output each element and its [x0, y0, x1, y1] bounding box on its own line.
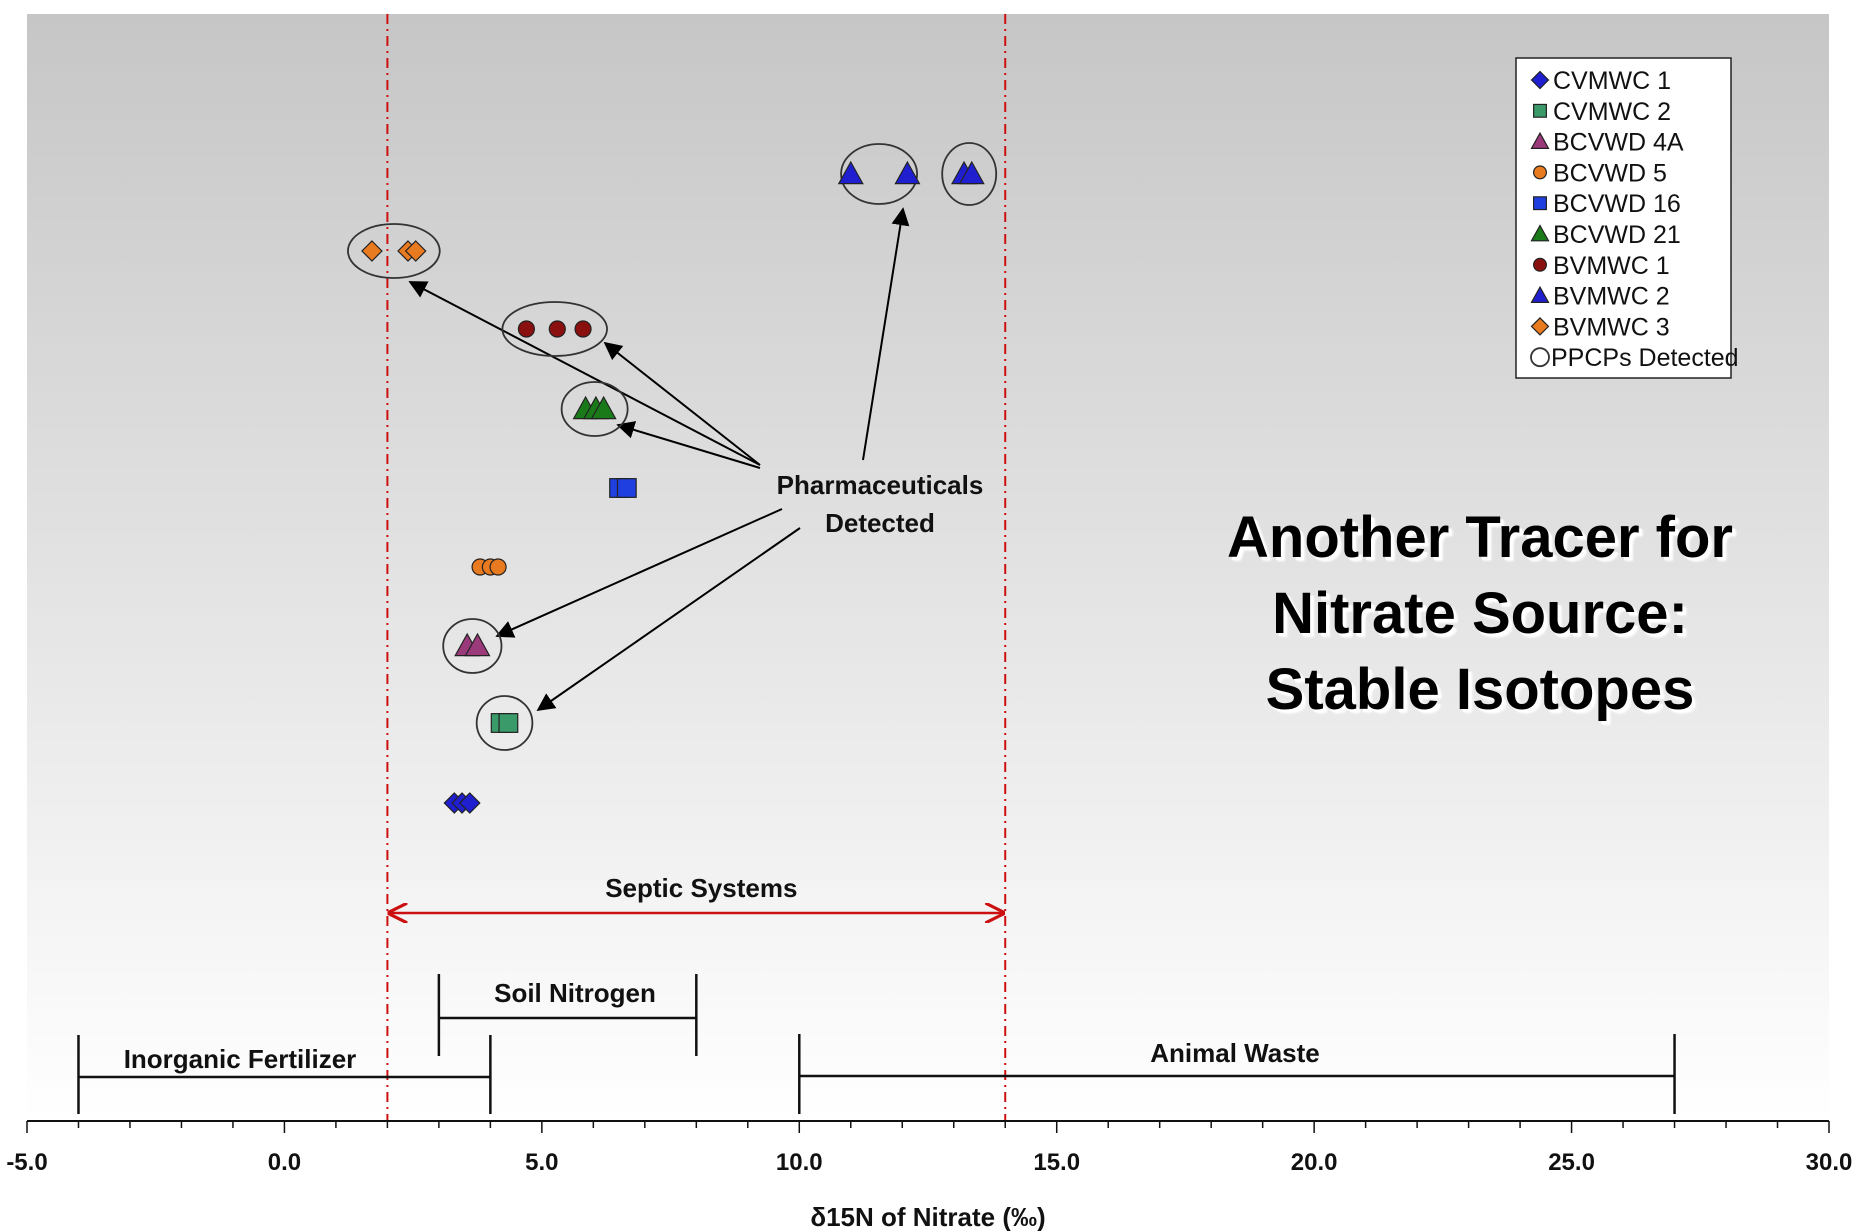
slide-title-line-3: Stable Isotopes	[1265, 657, 1695, 722]
legend-label: BVMWC 3	[1553, 313, 1670, 341]
source-range-4: Animal Waste	[798, 1034, 1676, 1114]
ppcp-circle	[501, 301, 608, 357]
legend-label: BVMWC 1	[1553, 252, 1670, 280]
ppcp-circle	[941, 142, 998, 206]
data-point-bvmwc-1-3	[574, 320, 592, 338]
legend-marker	[1530, 131, 1550, 149]
annotation-arrow-3	[616, 421, 761, 469]
annotation-arrow-6	[536, 527, 801, 712]
legend-marker	[1530, 285, 1550, 303]
data-point-bvmwc-2-4	[958, 160, 985, 185]
x-tick-label: 5.0	[525, 1149, 558, 1176]
legend-item-3: BCVWD 4A	[1530, 129, 1684, 157]
source-range-2: Soil Nitrogen	[437, 974, 698, 1056]
source-range-1: Septic Systems	[389, 873, 1003, 913]
annotation-arrow-5	[495, 508, 783, 638]
range-label-septic: Septic Systems	[605, 873, 797, 903]
data-point-bcvwd-21-3	[590, 395, 617, 420]
legend-item-ppcp: PPCPs Detected	[1530, 344, 1739, 372]
data-point-bcvwd-5-3	[489, 558, 507, 576]
annotation-arrow-4	[862, 207, 910, 461]
x-axis-title: δ15N of Nitrate (‰)	[810, 1202, 1045, 1231]
x-tick-label: 30.0	[1806, 1149, 1853, 1176]
ppcp-circle	[347, 223, 441, 279]
data-point-cvmwc-1-3	[458, 792, 481, 814]
source-ranges: Septic Systems Soil Nitrogen Inorganic Fer…	[77, 873, 1676, 1114]
x-tick-label: -5.0	[6, 1149, 47, 1176]
x-tick-label: 20.0	[1291, 1149, 1338, 1176]
legend-label: BCVWD 4A	[1553, 129, 1684, 157]
data-markers	[347, 142, 998, 814]
legend-label: PPCPs Detected	[1551, 344, 1739, 372]
data-point-bvmwc-2-2	[894, 160, 921, 185]
x-tick-label: 15.0	[1033, 1149, 1080, 1176]
legend-marker	[1530, 317, 1550, 336]
data-point-bcvwd-4a-2	[464, 632, 491, 657]
legend-label: BCVWD 21	[1553, 221, 1681, 249]
legend-marker	[1533, 103, 1547, 118]
legend-marker	[1530, 70, 1550, 90]
data-point-bvmwc-1-2	[548, 320, 566, 338]
reference-lines	[386, 14, 1007, 1121]
legend-item-5: BCVWD 16	[1533, 190, 1681, 218]
legend-label: BCVWD 5	[1553, 159, 1667, 187]
annotation: Pharmaceuticals Detected	[777, 470, 984, 538]
slide-title-line-1: Another Tracer for	[1227, 505, 1733, 570]
ppcp-circle	[560, 381, 629, 437]
legend-item-1: CVMWC 1	[1530, 67, 1671, 95]
annotation-arrows	[408, 207, 910, 712]
legend-label: CVMWC 2	[1553, 98, 1671, 126]
source-range-3: Inorganic Fertilizer	[77, 1035, 492, 1114]
legend-item-4: BCVWD 5	[1532, 159, 1667, 187]
data-point-bvmwc-3-1	[361, 240, 383, 262]
ppcp-circle	[442, 618, 503, 674]
x-tick-label: 25.0	[1548, 1149, 1595, 1176]
data-point-bvmwc-1-1	[517, 320, 536, 338]
data-point-bvmwc-2-1	[837, 160, 864, 185]
annotation-arrow-2	[603, 341, 761, 466]
legend-item-8: BVMWC 2	[1530, 283, 1670, 311]
annotation-line-2: Detected	[825, 508, 935, 538]
legend-item-6: BCVWD 21	[1530, 221, 1681, 249]
legend-label: CVMWC 1	[1553, 67, 1671, 95]
x-axis: -5.0 0.0 5.0 10.0 15.0 20.0 25.0 30.0 δ15N of Ni…	[6, 1120, 1853, 1231]
data-point-bvmwc-3-3	[404, 240, 427, 262]
legend-marker	[1532, 165, 1547, 180]
legend-ppcp-marker	[1530, 347, 1550, 368]
slide-title-line-2: Nitrate Source:	[1272, 581, 1688, 646]
range-label: Animal Waste	[1150, 1038, 1320, 1068]
range-label: Inorganic Fertilizer	[124, 1044, 357, 1074]
data-point-cvmwc-2-2	[498, 713, 519, 733]
legend-item-2: CVMWC 2	[1533, 98, 1671, 126]
legend-marker	[1532, 257, 1547, 272]
legend-box	[1515, 57, 1732, 379]
legend-marker	[1530, 224, 1550, 242]
range-label: Soil Nitrogen	[494, 978, 656, 1008]
annotation-line-1: Pharmaceuticals	[777, 470, 984, 500]
legend-marker	[1533, 196, 1547, 211]
legend-label: BVMWC 2	[1553, 283, 1670, 311]
ppcp-circle	[840, 143, 918, 205]
legend-item-7: BVMWC 1	[1532, 252, 1670, 280]
x-tick-label: 0.0	[268, 1149, 301, 1176]
data-point-bcvwd-16-2	[616, 478, 637, 498]
x-tick-label: 10.0	[776, 1149, 823, 1176]
legend-item-9: BVMWC 3	[1530, 313, 1670, 341]
ppcp-circle	[475, 695, 534, 751]
slide-title: Another Tracer for Nitrate Source: Stabl…	[1170, 500, 1790, 728]
annotation-arrow-1	[408, 281, 761, 466]
legend-label: BCVWD 16	[1553, 190, 1681, 218]
